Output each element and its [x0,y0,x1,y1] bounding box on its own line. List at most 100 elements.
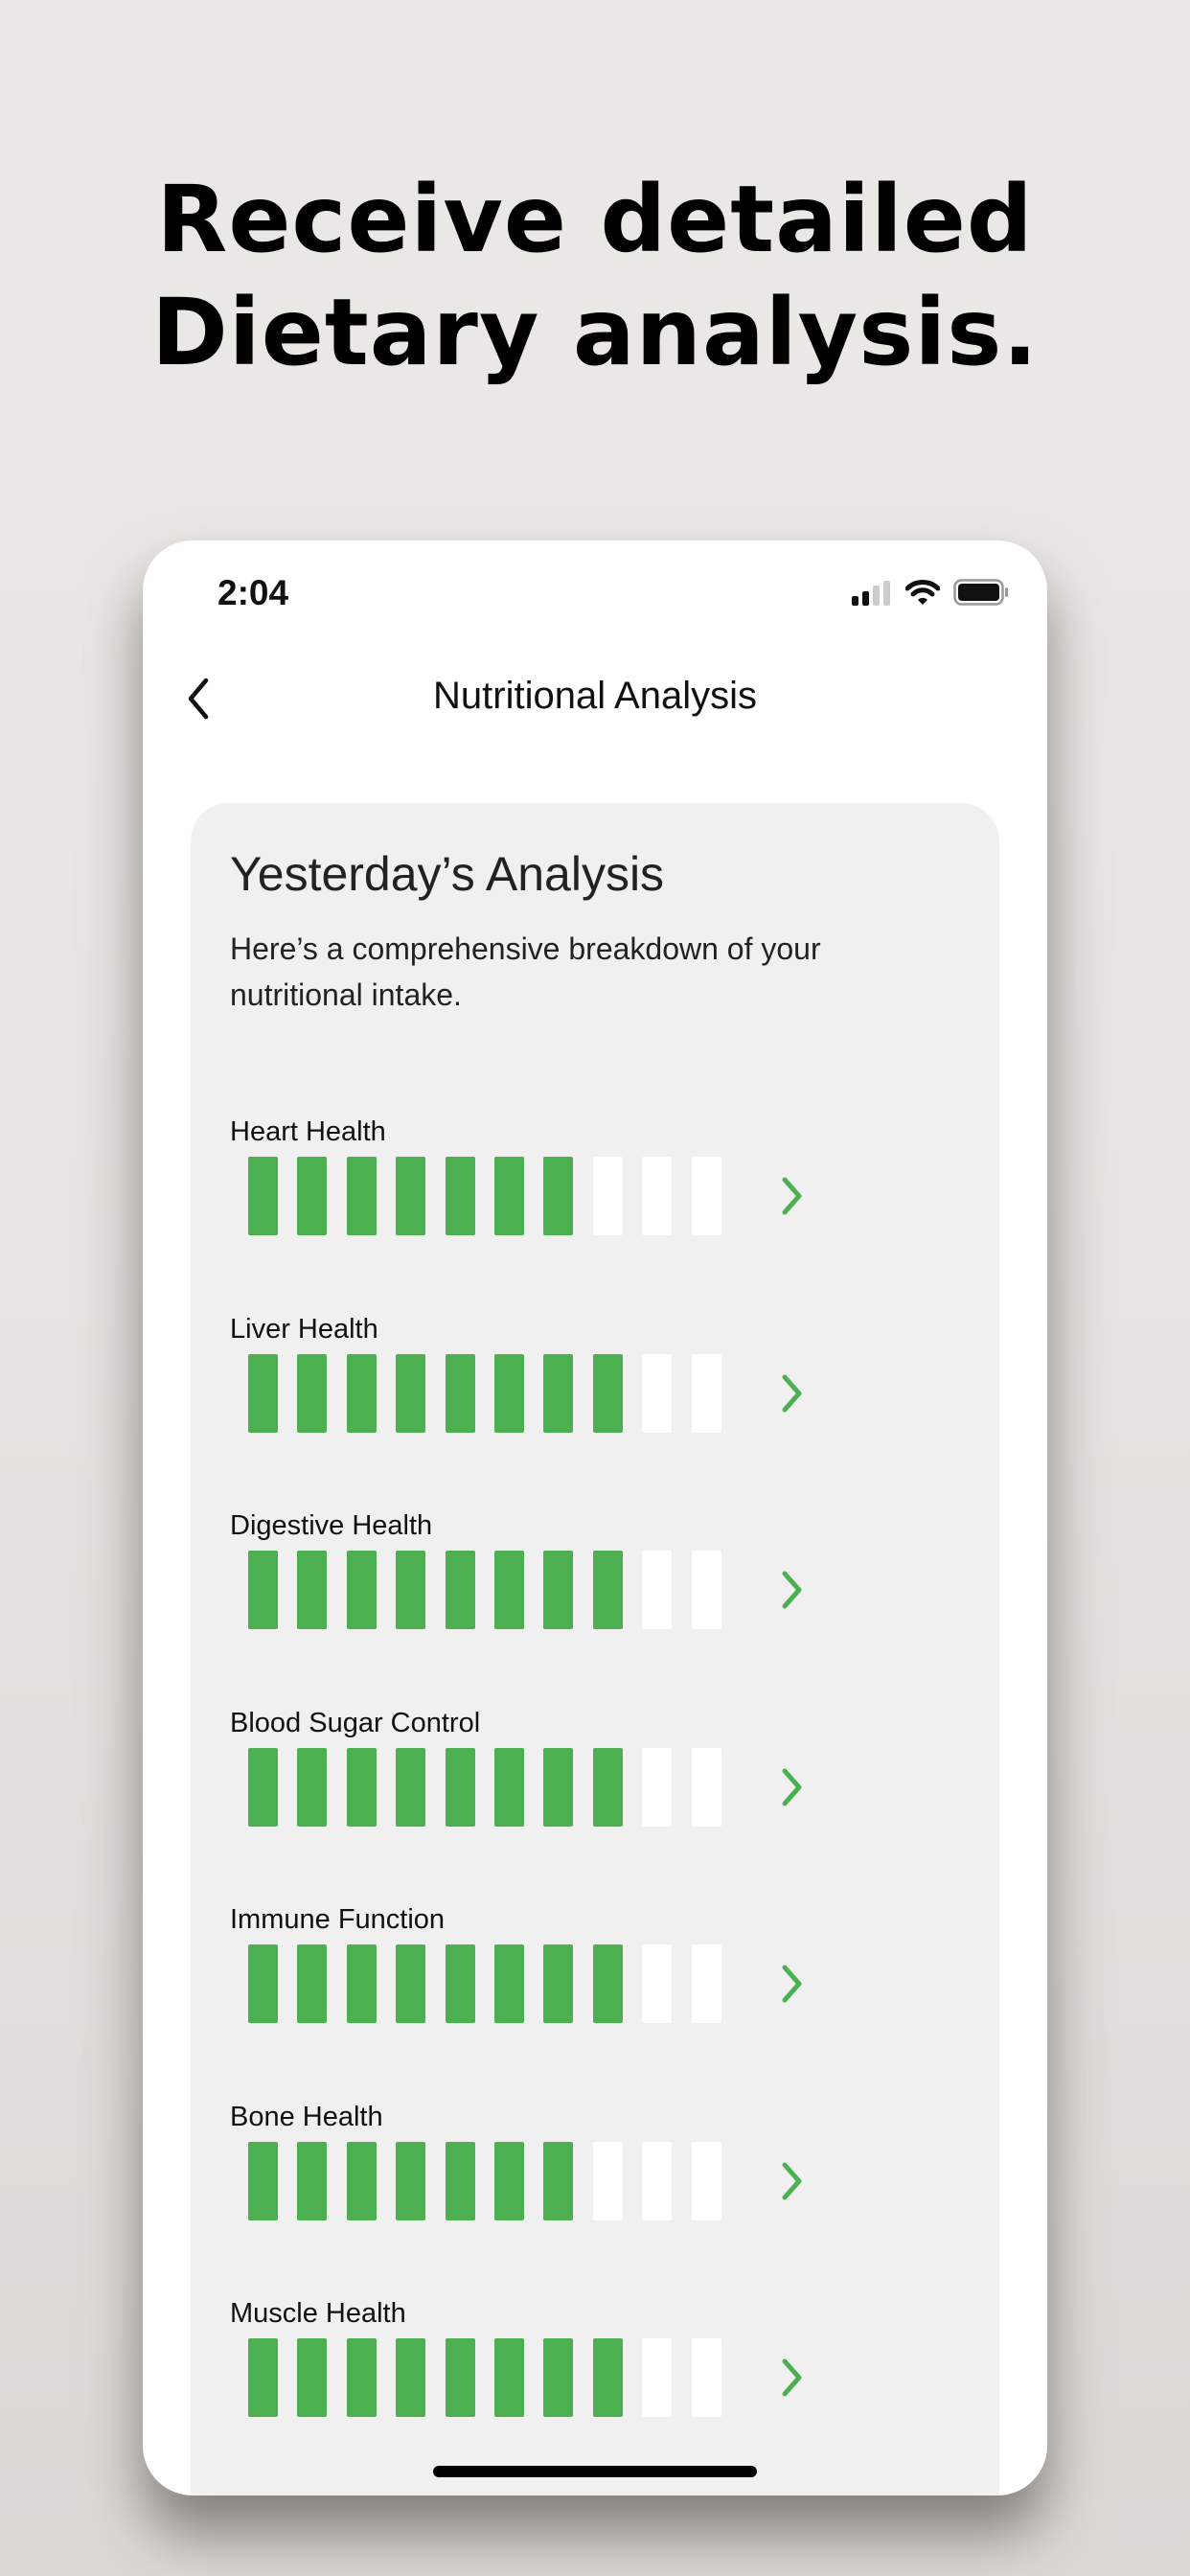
score-bar-filled [543,1353,574,1433]
analysis-item[interactable]: Heart Health [230,1116,977,1308]
score-bar-filled [445,1944,475,2023]
home-indicator[interactable] [433,2466,757,2477]
score-bar-empty [691,1747,721,1827]
wifi-icon [905,580,940,605]
score-bar-filled [297,1747,328,1827]
item-label: Liver Health [230,1313,378,1345]
score-bar-empty [592,1157,623,1235]
analysis-item[interactable]: Digestive Health [230,1510,977,1702]
headline-line-1: Receive detailed [156,166,1034,273]
score-bar-empty [691,2338,721,2417]
phone-screen: 2:04 Nutritional Analysis Yesterday’s An… [143,540,1047,2496]
score-bar-filled [493,1944,524,2023]
score-bar-filled [248,2141,278,2220]
analysis-item[interactable]: Blood Sugar Control [230,1708,977,1899]
chevron-right-icon[interactable] [778,1765,807,1809]
score-bar-filled [493,2141,524,2220]
score-bars [248,2141,721,2220]
score-bar-empty [642,1353,673,1433]
score-bar-filled [543,1747,574,1827]
score-bar-filled [297,1157,328,1235]
score-bar-filled [396,1551,426,1629]
score-bar-filled [592,1551,623,1629]
score-bar-filled [493,1551,524,1629]
score-bar-filled [445,2141,475,2220]
score-bar-filled [396,1353,426,1433]
score-bars [248,1944,721,2023]
score-bar-empty [642,1944,673,2023]
score-bar-filled [297,1944,328,2023]
item-label: Blood Sugar Control [230,1707,481,1738]
score-bar-filled [396,1157,426,1235]
score-bar-filled [445,1747,475,1827]
status-icons [852,579,1009,606]
score-bar-filled [346,1353,377,1433]
score-bar-filled [248,1551,278,1629]
score-bar-filled [592,1944,623,2023]
score-bar-filled [592,2338,623,2417]
score-bar-filled [543,1551,574,1629]
score-bar-filled [543,1944,574,2023]
chevron-right-icon[interactable] [778,2159,807,2203]
chevron-left-icon[interactable] [181,675,219,723]
score-bar-filled [445,2338,475,2417]
score-bar-filled [248,1353,278,1433]
score-bar-empty [642,2141,673,2220]
analysis-item[interactable]: Liver Health [230,1314,977,1506]
battery-icon [953,579,1008,606]
chevron-right-icon[interactable] [778,1568,807,1612]
score-bar-filled [445,1353,475,1433]
page-title: Nutritional Analysis [433,675,757,717]
score-bar-filled [396,1944,426,2023]
score-bar-empty [691,1157,721,1235]
score-bar-filled [248,2338,278,2417]
score-bar-filled [493,1747,524,1827]
score-bar-empty [642,1747,673,1827]
score-bar-filled [543,1157,574,1235]
chevron-right-icon[interactable] [778,2356,807,2400]
score-bars [248,1747,721,1827]
score-bar-filled [297,2141,328,2220]
item-label: Muscle Health [230,2298,406,2329]
card-title: Yesterday’s Analysis [230,847,665,901]
score-bar-filled [493,2338,524,2417]
score-bar-filled [396,2338,426,2417]
score-bar-empty [691,2141,721,2220]
chevron-right-icon[interactable] [778,1962,807,2006]
score-bar-filled [445,1157,475,1235]
chevron-right-icon[interactable] [778,1371,807,1415]
score-bar-empty [642,2338,673,2417]
analysis-item[interactable]: Muscle Health [230,2298,977,2490]
score-bar-filled [346,1747,377,1827]
status-time: 2:04 [217,573,289,612]
score-bar-empty [691,1353,721,1433]
score-bar-filled [248,1944,278,2023]
item-label: Heart Health [230,1116,386,1147]
score-bar-filled [396,2141,426,2220]
score-bar-empty [642,1551,673,1629]
score-bar-filled [346,1944,377,2023]
score-bar-filled [445,1551,475,1629]
headline: Receive detailed Dietary analysis. [0,163,1190,389]
score-bar-filled [297,1551,328,1629]
analysis-item[interactable]: Bone Health [230,2102,977,2293]
score-bar-empty [642,1157,673,1235]
score-bar-filled [543,2141,574,2220]
score-bar-filled [248,1157,278,1235]
score-bar-filled [592,1353,623,1433]
score-bar-empty [592,2141,623,2220]
chevron-right-icon[interactable] [778,1174,807,1218]
score-bar-empty [691,1944,721,2023]
score-bar-filled [493,1353,524,1433]
score-bars [248,1157,721,1235]
item-label: Bone Health [230,2101,383,2132]
analysis-item[interactable]: Immune Function [230,1904,977,2096]
score-bar-empty [691,1551,721,1629]
score-bar-filled [297,2338,328,2417]
analysis-card: Yesterday’s Analysis Here’s a comprehens… [191,803,999,2496]
signal-icon [852,581,890,606]
score-bar-filled [592,1747,623,1827]
score-bar-filled [346,2338,377,2417]
score-bars [248,1353,721,1433]
headline-line-2: Dietary analysis. [151,279,1039,386]
